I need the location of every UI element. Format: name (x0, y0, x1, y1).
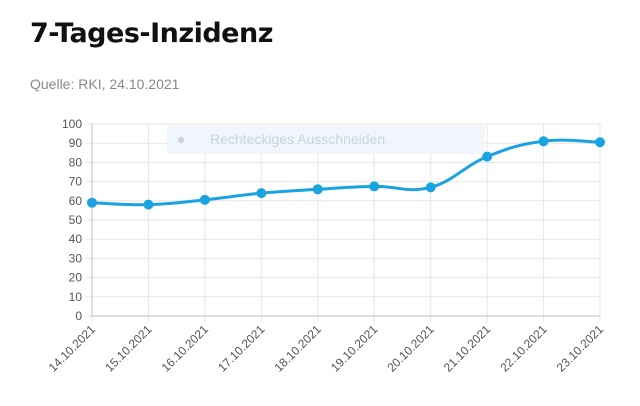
y-tick-label: 100 (62, 117, 82, 131)
snip-overlay-dot (178, 137, 184, 143)
data-point[interactable] (369, 181, 380, 192)
data-point[interactable] (312, 184, 323, 195)
y-tick-label: 40 (69, 232, 83, 246)
y-tick-label: 10 (69, 290, 83, 304)
y-tick-label: 90 (69, 136, 83, 150)
series-points (87, 136, 605, 210)
y-tick-label: 80 (69, 155, 83, 169)
x-tick-label: 18.10.2021 (272, 322, 325, 375)
x-tick-label: 15.10.2021 (102, 322, 155, 375)
y-tick-label: 30 (69, 251, 83, 265)
x-tick-label: 16.10.2021 (159, 322, 212, 375)
x-tick-label: 21.10.2021 (441, 322, 494, 375)
data-point[interactable] (482, 151, 493, 162)
data-point[interactable] (143, 199, 154, 210)
data-point[interactable] (199, 194, 210, 205)
snip-overlay: Rechteckiges Ausschneiden (167, 126, 485, 154)
x-tick-label: 22.10.2021 (497, 322, 550, 375)
y-tick-label: 70 (69, 175, 83, 189)
snip-overlay-box (167, 126, 485, 154)
y-tick-label: 20 (69, 271, 83, 285)
data-point[interactable] (595, 137, 605, 148)
data-point[interactable] (425, 182, 436, 193)
y-tick-label: 60 (69, 194, 83, 208)
y-tick-label: 50 (69, 213, 83, 227)
x-tick-label: 14.10.2021 (46, 322, 99, 375)
axes: 0 10 20 30 40 50 60 70 80 90 100 14.10.2021 15.10.20… (46, 117, 607, 375)
x-tick-label: 17.10.2021 (215, 322, 268, 375)
series-line-group (90, 138, 602, 207)
snip-overlay-label: Rechteckiges Ausschneiden (210, 131, 385, 147)
chart-source: Quelle: RKI, 24.10.2021 (30, 76, 180, 92)
series-line (90, 138, 602, 207)
chart-title: 7-Tages-Inzidenz (30, 18, 273, 49)
x-tick-label: 20.10.2021 (384, 322, 437, 375)
data-point[interactable] (538, 136, 549, 147)
data-point[interactable] (256, 188, 267, 199)
data-point[interactable] (87, 197, 97, 208)
x-tick-label: 23.10.2021 (554, 322, 607, 375)
x-tick-label: 19.10.2021 (328, 322, 381, 375)
y-tick-label: 0 (75, 309, 82, 323)
